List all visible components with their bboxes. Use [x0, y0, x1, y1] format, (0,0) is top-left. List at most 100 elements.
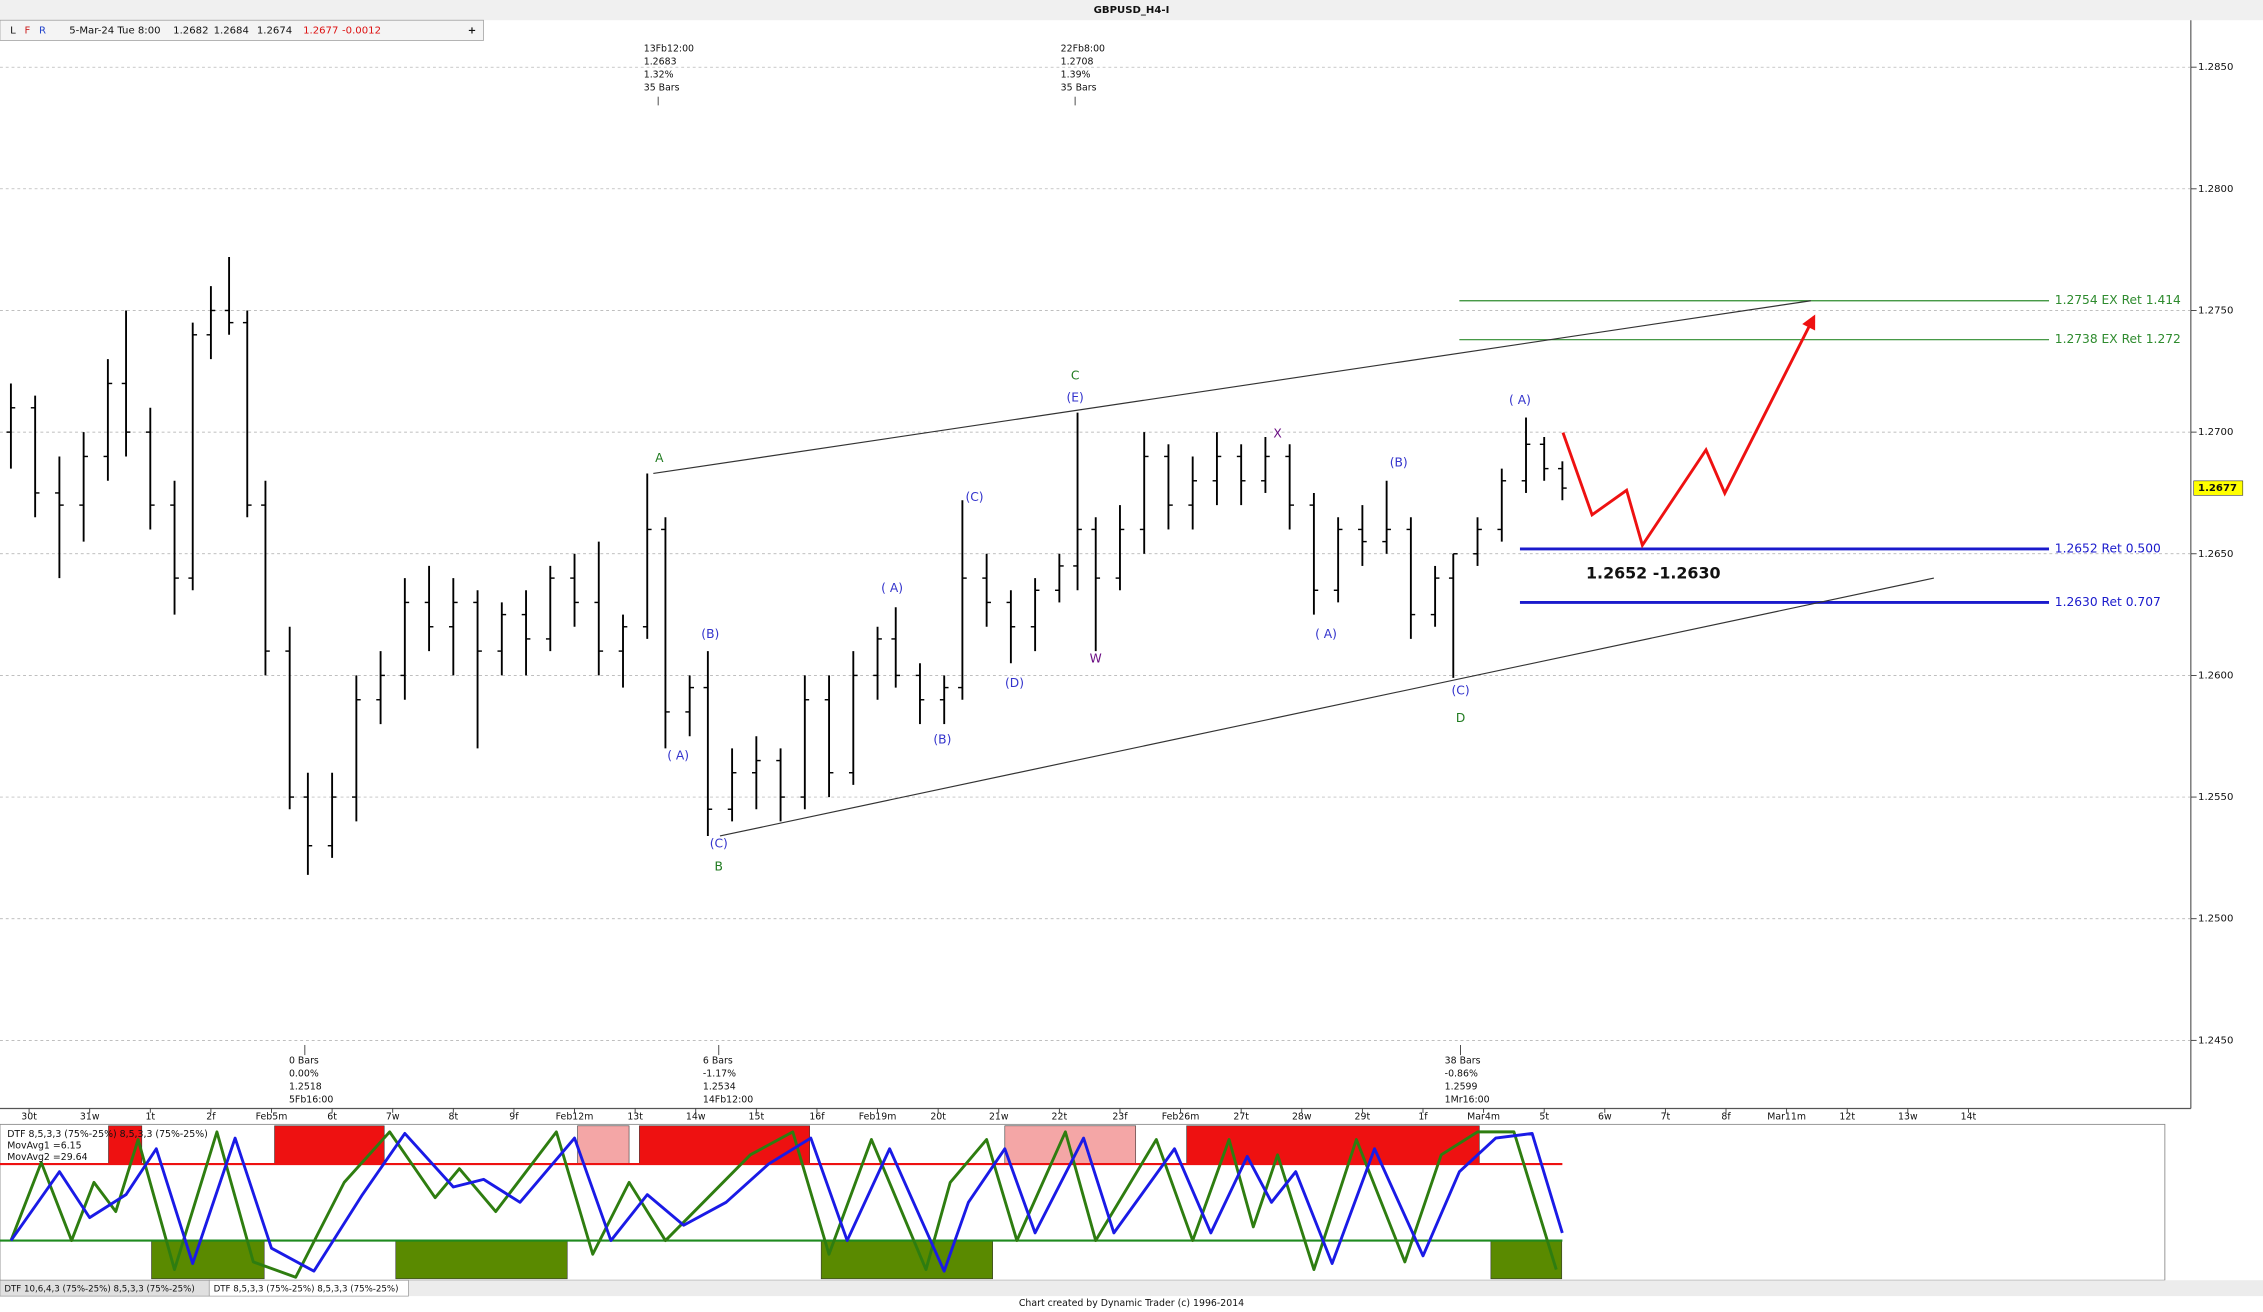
wave-label: C — [1071, 369, 1080, 383]
info-text: 38 Bars — [1445, 1055, 1481, 1066]
level-label: 1.2754 EX Ret 1.414 — [2055, 293, 2181, 307]
info-text: 1.2708 — [1061, 57, 1094, 68]
title-bar — [0, 0, 2263, 21]
x-tick-label: 29t — [1355, 1112, 1371, 1123]
level-label: 1.2630 Ret 0.707 — [2055, 595, 2161, 609]
wave-label: X — [1273, 426, 1282, 440]
wave-label: A — [655, 451, 664, 465]
wave-label: ( A) — [1315, 627, 1337, 641]
y-tick-label: 1.2700 — [2198, 427, 2233, 438]
info-text: 1.2683 — [644, 57, 677, 68]
x-tick-label: 22t — [1052, 1112, 1068, 1123]
y-tick-label: 1.2600 — [2198, 670, 2233, 681]
level-label: 1.2738 EX Ret 1.272 — [2055, 332, 2181, 346]
x-tick-label: 30t — [21, 1112, 37, 1123]
oscillator-line — [9, 1132, 1564, 1273]
info-text: 35 Bars — [644, 83, 680, 94]
toolbar-change: -0.0012 — [342, 25, 381, 36]
tab-label[interactable]: DTF 10,6,4,3 (75%-25%) 8,5,3,3 (75%-25%) — [4, 1284, 194, 1294]
x-tick-label: 9f — [509, 1112, 519, 1123]
x-tick-label: Mar4m — [1467, 1112, 1500, 1123]
x-tick-label: 28w — [1292, 1112, 1312, 1123]
x-tick-label: 8t — [448, 1112, 458, 1123]
wave-label: (B) — [1390, 455, 1408, 469]
wave-label: (C) — [1451, 683, 1469, 697]
wave-label: ( A) — [881, 581, 903, 595]
x-tick-label: 15t — [749, 1112, 765, 1123]
last-price-label: 1.2677 — [2198, 483, 2237, 494]
y-tick-label: 1.2850 — [2198, 62, 2233, 73]
legend-entry: MovAvg2 =29.64 — [7, 1152, 87, 1163]
info-text: 22Fb8:00 — [1061, 44, 1105, 55]
x-tick-label: Feb5m — [256, 1112, 288, 1123]
window-title: GBPUSD_H4-I — [1094, 5, 1170, 16]
x-tick-label: Feb19m — [859, 1112, 897, 1123]
last-price-box — [2193, 480, 2244, 496]
x-tick-label: Feb26m — [1162, 1112, 1200, 1123]
info-text: 5Fb16:00 — [289, 1094, 333, 1105]
x-tick-label: 6w — [1598, 1112, 1612, 1123]
wave-label: (D) — [1005, 676, 1024, 690]
x-tick-label: 7t — [1661, 1112, 1671, 1123]
x-tick-label: 5t — [1539, 1112, 1549, 1123]
x-tick-label: 13w — [1898, 1112, 1918, 1123]
y-tick-label: 1.2650 — [2198, 549, 2233, 560]
y-tick-label: 1.2800 — [2198, 184, 2233, 195]
x-tick-label: 14w — [686, 1112, 706, 1123]
y-tick-label: 1.2750 — [2198, 305, 2233, 316]
zone — [395, 1240, 568, 1280]
x-tick-label: Feb12m — [556, 1112, 594, 1123]
footer: Chart created by Dynamic Trader (c) 1996… — [1019, 1298, 1244, 1309]
wave-label: (E) — [1066, 390, 1083, 404]
wave-label: (C) — [710, 837, 728, 851]
tab[interactable] — [208, 1279, 409, 1297]
zone — [820, 1240, 993, 1280]
info-text: 6 Bars — [703, 1055, 733, 1066]
x-tick-label: 8f — [1721, 1112, 1731, 1123]
toolbar-close: 1.2677 — [303, 25, 338, 36]
oscillator-title: DTF 8,5,3,3 (75%-25%) 8,5,3,3 (75%-25%) — [7, 1129, 208, 1140]
wave-label: (B) — [701, 627, 719, 641]
toolbar-button[interactable]: R — [39, 25, 46, 36]
wave-label: D — [1456, 711, 1465, 725]
info-text: 13Fb12:00 — [644, 44, 694, 55]
toolbar-open: 1.2682 — [173, 25, 208, 36]
x-tick-label: 6t — [327, 1112, 337, 1123]
x-tick-label: 20t — [930, 1112, 946, 1123]
toolbar-button[interactable]: L — [10, 25, 16, 36]
x-tick-label: 7w — [386, 1112, 400, 1123]
trendline — [719, 577, 1934, 837]
wave-label: ( A) — [667, 748, 689, 762]
zone — [577, 1125, 630, 1165]
projection-path — [1561, 314, 1816, 549]
tab-label[interactable]: DTF 8,5,3,3 (75%-25%) 8,5,3,3 (75%-25%) — [214, 1284, 399, 1294]
x-tick-label: 16f — [809, 1112, 825, 1123]
level-label: 1.2652 Ret 0.500 — [2055, 541, 2161, 555]
tab-bar — [0, 1280, 2263, 1297]
y-tick-label: 1.2500 — [2198, 914, 2233, 925]
info-text: 0 Bars — [289, 1055, 319, 1066]
toolbar-date: 5-Mar-24 Tue 8:00 — [69, 25, 160, 36]
oscillator-line — [9, 1130, 1558, 1279]
toolbar-button[interactable]: F — [25, 25, 31, 36]
info-text: -0.86% — [1445, 1068, 1478, 1079]
x-tick-label: 13t — [627, 1112, 643, 1123]
wave-label: ( A) — [1509, 393, 1531, 407]
wave-label: W — [1090, 652, 1102, 666]
add-button[interactable]: + — [468, 25, 476, 36]
info-text: 35 Bars — [1061, 83, 1097, 94]
info-text: 1.2518 — [289, 1081, 322, 1092]
wave-label: 1.2652 -1.2630 — [1586, 563, 1721, 582]
info-text: 14Fb12:00 — [703, 1094, 753, 1105]
toolbar-low: 1.2674 — [257, 25, 292, 36]
wave-label: B — [715, 860, 723, 874]
toolbar — [0, 19, 484, 41]
info-text: 1.2599 — [1445, 1081, 1478, 1092]
y-tick-label: 1.2550 — [2198, 792, 2233, 803]
info-text: 1.39% — [1061, 70, 1091, 81]
x-tick-label: 1f — [1418, 1112, 1428, 1123]
info-text: 1.2534 — [703, 1081, 736, 1092]
x-tick-label: 23f — [1112, 1112, 1128, 1123]
